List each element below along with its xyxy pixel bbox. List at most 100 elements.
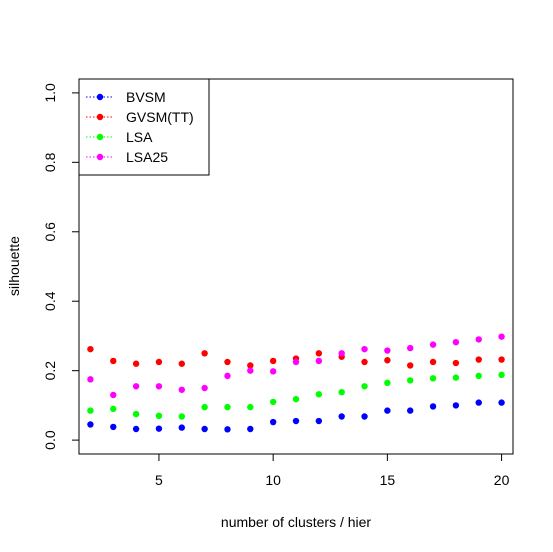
y-tick-label: 0.4 bbox=[42, 291, 58, 311]
point-lsa25-11 bbox=[292, 358, 300, 366]
legend-label: GVSM(TT) bbox=[126, 109, 194, 125]
point-gvsm-tt--12 bbox=[315, 350, 323, 357]
point-lsa-8 bbox=[224, 403, 231, 411]
legend-label: LSA25 bbox=[126, 149, 168, 165]
point-bvsm-12 bbox=[315, 417, 323, 425]
point-gvsm-tt--5 bbox=[155, 358, 163, 366]
point-gvsm-tt--6 bbox=[178, 360, 185, 367]
point-gvsm-tt--4 bbox=[132, 360, 140, 367]
point-bvsm-20 bbox=[498, 399, 505, 406]
point-lsa-15 bbox=[384, 379, 391, 387]
point-lsa25-3 bbox=[110, 391, 117, 399]
point-lsa25-2 bbox=[87, 376, 94, 383]
point-gvsm-tt--8 bbox=[224, 358, 231, 366]
y-axis: 0.0 0.2 0.4 0.6 0.8 1.0 bbox=[42, 83, 79, 450]
point-lsa-7 bbox=[201, 403, 208, 411]
point-bvsm-10 bbox=[269, 418, 277, 426]
x-tick-label: 10 bbox=[265, 472, 281, 488]
point-bvsm-6 bbox=[178, 424, 185, 431]
point-gvsm-tt--15 bbox=[384, 357, 391, 364]
point-gvsm-tt--16 bbox=[407, 362, 414, 369]
point-lsa25-8 bbox=[224, 372, 231, 380]
point-lsa25-4 bbox=[132, 383, 140, 390]
point-bvsm-14 bbox=[361, 413, 368, 420]
point-lsa25-18 bbox=[452, 338, 460, 346]
point-gvsm-tt--10 bbox=[269, 357, 277, 365]
point-lsa-19 bbox=[475, 372, 482, 380]
y-axis-label: silhouette bbox=[6, 236, 22, 296]
point-bvsm-8 bbox=[224, 426, 231, 433]
point-bvsm-17 bbox=[429, 403, 437, 410]
point-bvsm-19 bbox=[475, 399, 482, 406]
legend-label: BVSM bbox=[126, 89, 166, 105]
point-bvsm-3 bbox=[110, 423, 117, 431]
point-lsa-2 bbox=[87, 407, 94, 414]
point-lsa25-15 bbox=[384, 347, 391, 354]
point-lsa-11 bbox=[292, 395, 300, 403]
point-lsa-18 bbox=[452, 374, 460, 381]
point-lsa-13 bbox=[338, 388, 345, 396]
point-lsa25-5 bbox=[155, 383, 163, 390]
point-lsa25-10 bbox=[269, 368, 277, 375]
point-lsa25-17 bbox=[429, 341, 437, 348]
point-gvsm-tt--9 bbox=[247, 362, 254, 369]
point-lsa25-19 bbox=[475, 336, 482, 343]
point-bvsm-5 bbox=[155, 425, 163, 432]
point-gvsm-tt--3 bbox=[110, 357, 117, 365]
x-axis: 5 10 15 20 bbox=[155, 454, 510, 488]
point-lsa-17 bbox=[429, 375, 437, 382]
point-lsa-16 bbox=[407, 377, 414, 384]
legend-label: LSA bbox=[126, 129, 153, 145]
y-tick-label: 0.6 bbox=[42, 222, 58, 242]
point-bvsm-4 bbox=[132, 425, 140, 433]
point-lsa-10 bbox=[269, 398, 277, 406]
legend: BVSM GVSM(TT) LSA LSA25 bbox=[78, 78, 210, 176]
legend-marker bbox=[96, 93, 104, 101]
point-gvsm-tt--2 bbox=[87, 345, 94, 353]
point-gvsm-tt--14 bbox=[361, 358, 368, 366]
point-bvsm-18 bbox=[452, 402, 460, 409]
point-bvsm-15 bbox=[384, 407, 391, 414]
point-gvsm-tt--7 bbox=[201, 350, 208, 357]
point-lsa-3 bbox=[110, 405, 117, 413]
point-lsa-6 bbox=[178, 413, 185, 420]
point-bvsm-16 bbox=[407, 407, 414, 414]
plot-frame bbox=[78, 78, 514, 455]
point-lsa-14 bbox=[361, 383, 368, 390]
point-lsa25-20 bbox=[498, 333, 505, 340]
point-bvsm-2 bbox=[87, 421, 94, 428]
y-tick-label: 0.0 bbox=[42, 430, 58, 450]
point-lsa-9 bbox=[247, 403, 254, 411]
point-lsa25-16 bbox=[407, 344, 414, 352]
point-lsa25-6 bbox=[178, 386, 185, 393]
y-tick-label: 1.0 bbox=[42, 83, 58, 103]
legend-marker bbox=[96, 113, 104, 121]
data-points bbox=[87, 333, 505, 433]
point-gvsm-tt--19 bbox=[475, 356, 482, 363]
x-tick-label: 15 bbox=[380, 472, 396, 488]
x-tick-label: 20 bbox=[494, 472, 510, 488]
point-lsa25-9 bbox=[247, 367, 254, 374]
point-bvsm-7 bbox=[201, 425, 208, 433]
point-gvsm-tt--17 bbox=[429, 358, 437, 366]
point-bvsm-9 bbox=[247, 425, 254, 433]
point-gvsm-tt--20 bbox=[498, 356, 505, 363]
legend-marker bbox=[96, 153, 104, 161]
y-tick-label: 0.8 bbox=[42, 152, 58, 172]
legend-marker bbox=[96, 133, 104, 141]
x-axis-label: number of clusters / hier bbox=[221, 514, 372, 530]
point-lsa25-7 bbox=[201, 384, 208, 392]
x-tick-label: 5 bbox=[155, 472, 163, 488]
point-lsa-5 bbox=[155, 412, 163, 420]
point-lsa-20 bbox=[498, 371, 505, 379]
point-gvsm-tt--18 bbox=[452, 359, 460, 367]
point-lsa25-14 bbox=[361, 345, 368, 353]
point-lsa25-12 bbox=[315, 357, 323, 365]
point-bvsm-13 bbox=[338, 413, 345, 420]
y-tick-label: 0.2 bbox=[42, 361, 58, 381]
point-lsa-4 bbox=[132, 410, 140, 418]
point-lsa-12 bbox=[315, 391, 323, 398]
point-lsa25-13 bbox=[338, 350, 345, 357]
point-bvsm-11 bbox=[292, 417, 300, 425]
